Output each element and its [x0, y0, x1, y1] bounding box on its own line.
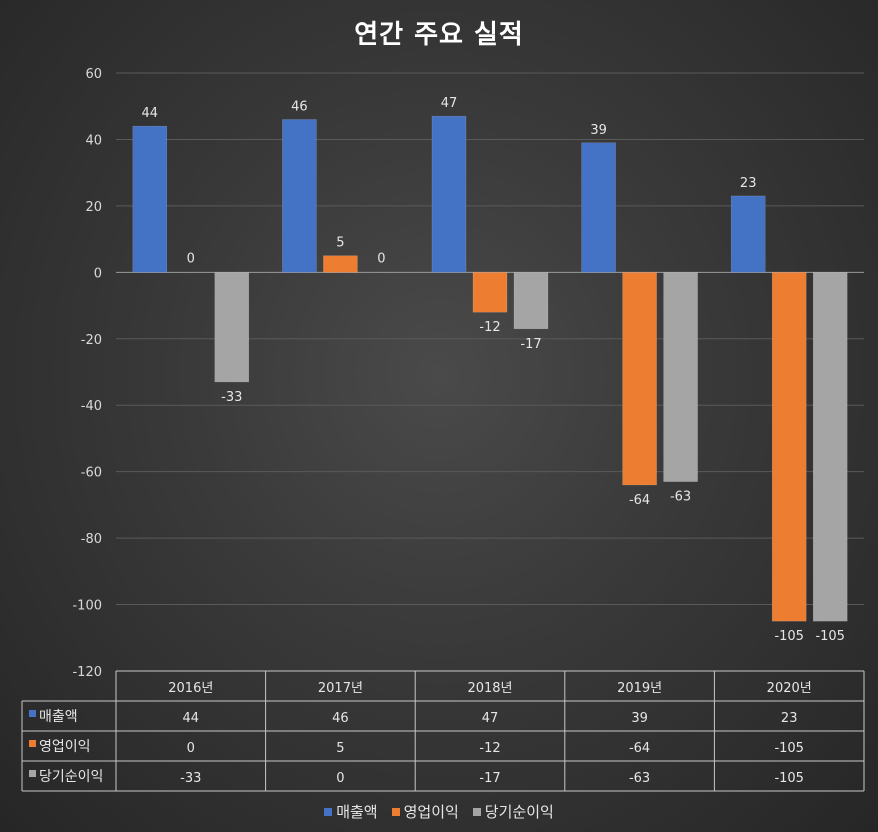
chart-title: 연간 주요 실적 — [354, 20, 524, 50]
data-label: 44 — [142, 106, 159, 121]
data-label: 39 — [590, 123, 607, 138]
table-cell: -105 — [774, 771, 804, 786]
bar-당기순이익-2019년 — [663, 272, 698, 482]
table-legend-key — [29, 710, 36, 717]
data-label: 0 — [377, 251, 385, 266]
bar-매출액-2020년 — [730, 195, 766, 273]
table-row-label: 영업이익 — [39, 739, 91, 755]
data-label: 0 — [187, 251, 195, 266]
bar-영업이익-2020년 — [771, 272, 807, 622]
y-tick-label: -40 — [81, 399, 102, 414]
table-cell: -63 — [629, 771, 650, 786]
y-axis-ticks: 60 40 20 0 -20 -40 -60 -80 -100 -120 — [72, 67, 102, 680]
table-cell: 0 — [187, 741, 195, 756]
data-label: -63 — [670, 490, 691, 505]
table-cell: -64 — [629, 741, 650, 756]
legend-item-영업이익: 영업이익 — [391, 801, 459, 822]
bar-매출액-2016년 — [132, 125, 168, 273]
table-cell: 46 — [332, 711, 349, 726]
y-tick-label: -20 — [81, 333, 102, 348]
legend-item-당기순이익: 당기순이익 — [472, 801, 554, 822]
data-label: 5 — [336, 236, 344, 251]
table-legend-key — [29, 770, 36, 777]
table-cell: 23 — [781, 711, 798, 726]
y-tick-label: 40 — [85, 133, 102, 148]
data-label: -17 — [520, 337, 541, 352]
data-label: -64 — [629, 493, 650, 508]
bar-당기순이익-2020년 — [812, 272, 848, 622]
table-row-label: 당기순이익 — [39, 769, 103, 785]
legend-swatch — [472, 807, 481, 816]
table-cell: 0 — [336, 771, 344, 786]
bar-영업이익-2019년 — [622, 272, 657, 486]
table-cell: -33 — [180, 771, 201, 786]
y-tick-label: 0 — [94, 266, 102, 281]
table-header-2019년: 2019년 — [617, 681, 662, 696]
y-tick-label: 20 — [85, 200, 102, 215]
data-label: -33 — [221, 390, 242, 405]
data-label: -105 — [774, 629, 804, 644]
y-tick-label: 60 — [85, 67, 102, 82]
table-header-2020년: 2020년 — [767, 681, 812, 696]
bar-당기순이익-2016년 — [214, 272, 250, 383]
legend-swatch — [391, 807, 400, 816]
y-tick-label: -60 — [81, 466, 102, 481]
bar-매출액-2019년 — [581, 142, 616, 273]
bar-영업이익-2018년 — [472, 272, 508, 313]
legend-label: 당기순이익 — [484, 803, 554, 821]
legend-item-매출액: 매출액 — [324, 801, 378, 822]
data-labels: 44 46 47 39 23 0 5 -12 -64 -105 -33 0 -17 -63 -105 — [142, 96, 845, 644]
table-header-2016년: 2016년 — [168, 681, 213, 696]
data-label: 23 — [740, 176, 757, 191]
table-cell: -105 — [774, 741, 804, 756]
table-header-2017년: 2017년 — [318, 681, 363, 696]
data-label: 47 — [441, 96, 458, 111]
table-row-label: 매출액 — [39, 709, 78, 725]
legend-label: 영업이익 — [403, 803, 459, 821]
data-label: -105 — [815, 629, 845, 644]
table-cell: 44 — [183, 711, 200, 726]
y-tick-label: -80 — [81, 532, 102, 547]
y-tick-label: -100 — [72, 599, 102, 614]
table-cell: 5 — [336, 741, 344, 756]
table-legend-key — [29, 740, 36, 747]
bars — [132, 115, 848, 622]
table-cell: 47 — [482, 711, 499, 726]
y-tick-label: -120 — [72, 665, 102, 680]
data-label: 46 — [291, 100, 308, 115]
table-cell: -12 — [479, 741, 500, 756]
legend-swatch — [324, 807, 333, 816]
table-header-2018년: 2018년 — [467, 681, 512, 696]
bar-당기순이익-2018년 — [513, 272, 549, 330]
table-cell: -17 — [479, 771, 500, 786]
bar-매출액-2017년 — [282, 119, 317, 273]
legend-label: 매출액 — [336, 803, 378, 821]
legend: 매출액 영업이익 당기순이익 — [0, 801, 878, 822]
bar-매출액-2018년 — [431, 115, 467, 273]
bar-영업이익-2017년 — [323, 255, 358, 273]
data-label: -12 — [479, 320, 500, 335]
table-cell: 39 — [631, 711, 648, 726]
